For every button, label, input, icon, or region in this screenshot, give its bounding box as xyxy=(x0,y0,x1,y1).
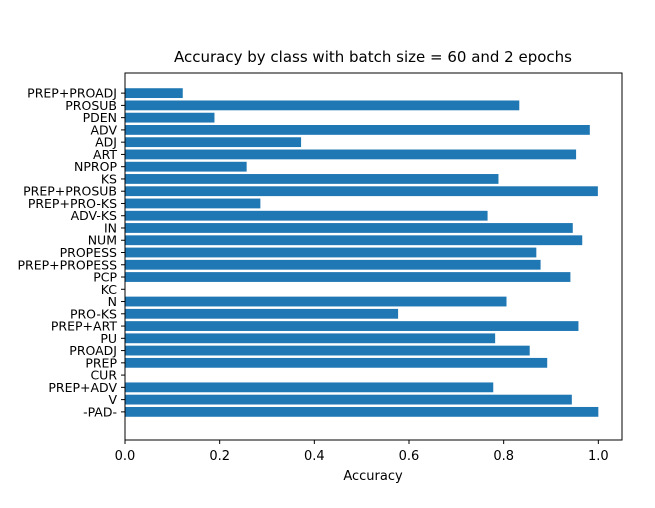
y-tick-label: ART xyxy=(93,147,117,162)
x-tick-label: 0.8 xyxy=(493,449,514,464)
y-tick-label: PROPESS xyxy=(60,245,117,260)
bar-art xyxy=(125,149,577,160)
y-tick-label: V xyxy=(108,392,117,407)
bar-prep-adv xyxy=(125,382,494,393)
x-tick-label: 1.0 xyxy=(588,449,609,464)
plot-frame xyxy=(124,72,623,441)
bar-adj xyxy=(125,137,302,148)
y-tick-label: PU xyxy=(100,331,117,346)
chart-title: Accuracy by class with batch size = 60 a… xyxy=(174,48,572,66)
y-tick-label: PREP+ADV xyxy=(48,380,117,395)
bar-prep xyxy=(125,357,548,368)
y-tick-label: PDEN xyxy=(83,110,117,125)
bar-propess xyxy=(125,247,537,258)
bar-pu xyxy=(125,333,496,344)
y-tick-label: -PAD- xyxy=(83,404,117,419)
x-tick-label: 0.2 xyxy=(209,449,230,464)
x-axis-label: Accuracy xyxy=(343,469,403,484)
bar-ks xyxy=(125,174,499,184)
bars-group xyxy=(125,88,599,417)
y-tick-label: ADV-KS xyxy=(71,208,117,223)
bar-nprop xyxy=(125,161,247,172)
y-tick-label: PREP+PROADJ xyxy=(27,86,117,101)
y-tick-label: PRO-KS xyxy=(70,306,117,321)
bar-num xyxy=(125,235,583,246)
x-tick-label: 0.0 xyxy=(115,449,136,464)
y-tick-label: PCP xyxy=(93,270,117,285)
bar-pad xyxy=(125,406,599,417)
y-tick-label: N xyxy=(108,294,117,309)
y-tick-labels: -PAD-VPREP+ADVCURPREPPROADJPUPREP+ARTPRO… xyxy=(18,86,125,419)
bar-in xyxy=(125,223,573,233)
y-tick-label: KC xyxy=(101,282,118,297)
y-tick-label: PREP+PROSUB xyxy=(23,184,117,199)
bar-pro-ks xyxy=(125,308,399,319)
bar-prep-propess xyxy=(125,259,541,270)
y-tick-label: PROSUB xyxy=(65,98,117,113)
x-tick-label: 0.6 xyxy=(399,449,420,464)
y-tick-label: PROADJ xyxy=(69,343,117,358)
bar-n xyxy=(125,296,507,307)
bar-prep-art xyxy=(125,321,579,331)
y-tick-label: PREP+PRO-KS xyxy=(28,196,117,211)
y-tick-label: PREP xyxy=(85,355,117,370)
y-tick-label: NPROP xyxy=(74,159,117,174)
y-tick-label: IN xyxy=(104,220,117,235)
y-tick-label: PREP+PROPESS xyxy=(18,257,118,272)
bar-prep-pro-ks xyxy=(125,198,261,209)
y-tick-label: CUR xyxy=(90,368,117,383)
bar-adv-ks xyxy=(125,210,488,221)
bar-proadj xyxy=(125,345,530,356)
bar-pcp xyxy=(125,272,571,282)
x-tick-label: 0.4 xyxy=(304,449,325,464)
y-tick-label: KS xyxy=(101,171,117,186)
bar-pden xyxy=(125,112,215,123)
y-tick-label: ADJ xyxy=(95,135,117,150)
bar-prep-prosub xyxy=(125,186,598,197)
y-tick-label: NUM xyxy=(88,233,117,248)
bar-prosub xyxy=(125,100,520,111)
bar-v xyxy=(125,394,572,405)
y-tick-label: ADV xyxy=(90,122,117,137)
bar-prep-proadj xyxy=(125,88,183,99)
y-tick-label: PREP+ART xyxy=(51,319,117,334)
bar-adv xyxy=(125,125,590,135)
x-tick-labels: 0.0 0.2 0.4 0.6 0.8 1.0 xyxy=(115,440,609,464)
